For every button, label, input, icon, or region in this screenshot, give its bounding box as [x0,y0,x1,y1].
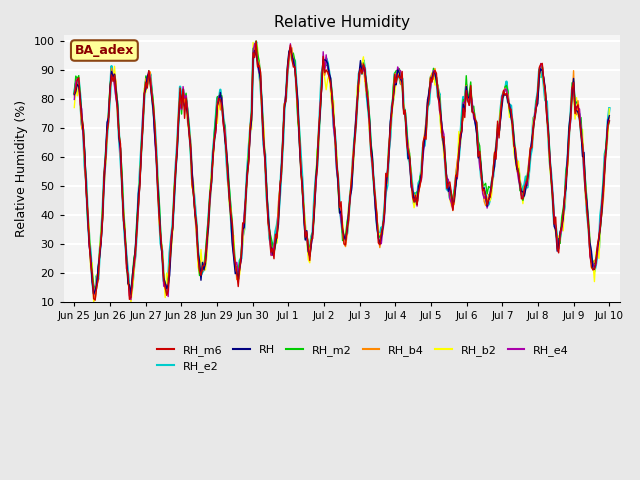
Y-axis label: Relative Humidity (%): Relative Humidity (%) [15,100,28,237]
Title: Relative Humidity: Relative Humidity [274,15,410,30]
Legend: RH_e2: RH_e2 [152,357,223,376]
Text: BA_adex: BA_adex [75,44,134,57]
